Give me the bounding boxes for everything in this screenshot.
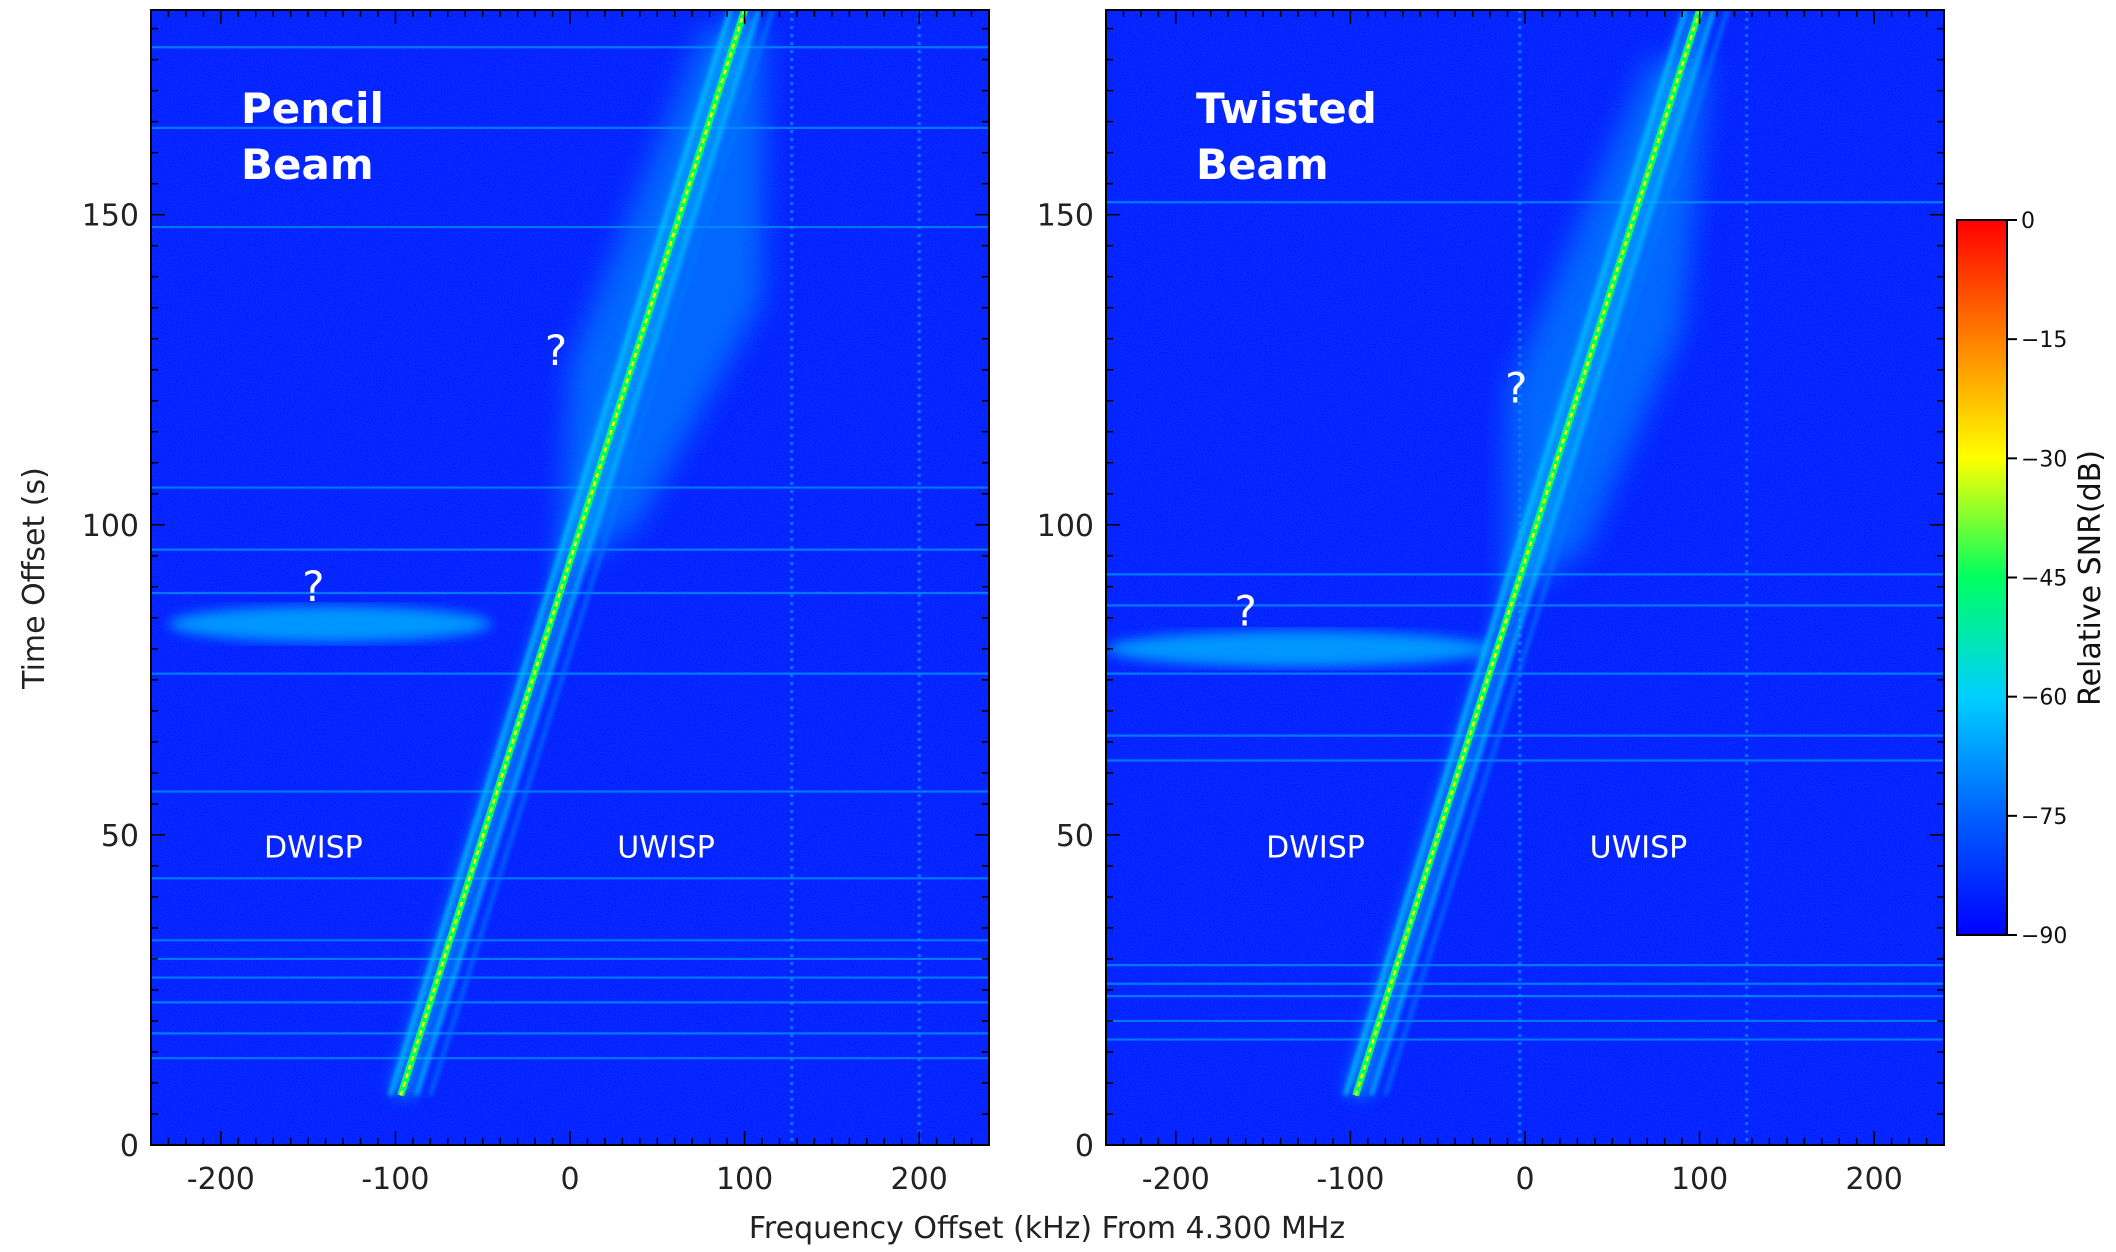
region-label: DWISP: [264, 830, 363, 865]
y-tick-label: 0: [1075, 1129, 1094, 1164]
colorbar-gradient: [1956, 219, 2008, 936]
echo-line: [1383, 10, 1730, 1096]
panel-title: Twisted: [1196, 84, 1377, 133]
x-tick-label: -200: [1142, 1162, 1210, 1197]
x-tick-label: 100: [716, 1162, 773, 1197]
colorbar-tick-label: −60: [2021, 686, 2067, 711]
x-tick-label: 0: [1515, 1162, 1534, 1197]
x-tick-label: -100: [361, 1162, 429, 1197]
main-line-core: [1354, 10, 1701, 1096]
x-tick-label: 200: [1846, 1162, 1903, 1197]
x-axis-label: Frequency Offset (kHz) From 4.300 MHz: [749, 1211, 1345, 1246]
y-tick-label: 50: [1056, 819, 1094, 854]
colorbar: 0 −15 −30 −45 −60 −75 −90: [1956, 209, 2067, 949]
colorbar-tick-label: 0: [2021, 209, 2035, 234]
region-label: UWISP: [617, 830, 715, 865]
plot-area: [1106, 10, 1944, 1145]
region-label: DWISP: [1266, 830, 1365, 865]
echo-line: [1369, 10, 1716, 1096]
y-tick-label: 150: [82, 199, 139, 234]
x-tick-label: -100: [1316, 1162, 1384, 1197]
x-tick-label: 200: [891, 1162, 948, 1197]
question-annotation: ?: [1505, 363, 1527, 412]
echo-line: [414, 10, 761, 1096]
main-line-core: [399, 10, 746, 1096]
panel-title: Pencil: [241, 84, 384, 133]
question-annotation: ?: [1235, 587, 1257, 636]
echo-line: [388, 10, 733, 1096]
panel-pencil-beam: -200 -100 0 100 200 0 50 100 150 Pencil Beam?? DWIS…: [82, 9, 990, 1197]
panel-title: Beam: [1196, 140, 1329, 189]
dwisp-feature: [1106, 630, 1491, 667]
y-tick-label: 100: [1037, 509, 1094, 544]
x-tick-label: 100: [1671, 1162, 1728, 1197]
panel-title: Beam: [241, 140, 374, 189]
region-label: UWISP: [1590, 830, 1688, 865]
echo-line: [428, 10, 775, 1096]
colorbar-tick-label: −75: [2021, 805, 2067, 830]
y-tick-label: 50: [101, 819, 139, 854]
y-tick-label: 100: [82, 509, 139, 544]
colorbar-tick-label: −90: [2021, 924, 2067, 949]
plot-area: [151, 10, 989, 1145]
colorbar-tick-label: −15: [2021, 328, 2067, 353]
y-tick-label: 150: [1037, 199, 1094, 234]
question-annotation: ?: [545, 326, 567, 375]
echo-line: [1343, 10, 1688, 1096]
y-tick-label: 0: [120, 1129, 139, 1164]
dwisp-feature: [168, 606, 492, 643]
panel-twisted-beam: -200 -100 0 100 200 0 50 100 150 Twisted Beam?? DWI…: [1037, 9, 1945, 1197]
colorbar-tick-label: −45: [2021, 567, 2067, 592]
x-tick-label: 0: [560, 1162, 579, 1197]
y-axis-label: Time Offset (s): [17, 467, 52, 690]
x-tick-label: -200: [187, 1162, 255, 1197]
colorbar-label: Relative SNR(dB): [2073, 450, 2108, 706]
question-annotation: ?: [302, 562, 324, 611]
colorbar-tick-label: −30: [2021, 447, 2067, 472]
